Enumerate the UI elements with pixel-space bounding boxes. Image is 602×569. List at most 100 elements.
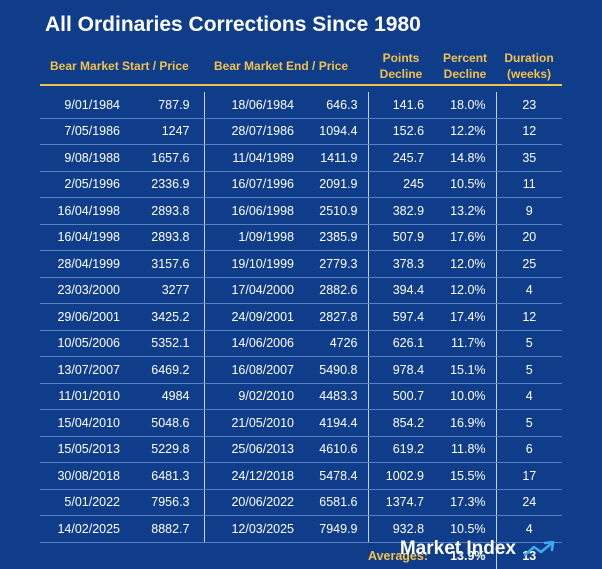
duration-weeks-cell: 9 xyxy=(496,197,563,225)
table-row: 11/01/2010 4984 9/02/2010 4483.3 500.7 10.0% 4 xyxy=(40,383,563,410)
duration-weeks-cell: 5 xyxy=(496,409,563,437)
start-date-cell: 16/04/1998 xyxy=(40,224,130,251)
start-date-cell: 13/07/2007 xyxy=(40,356,130,384)
end-price-cell: 2385.9 xyxy=(304,224,369,251)
table-row: 29/06/2001 3425.2 24/09/2001 2827.8 597.4 17.… xyxy=(40,303,563,331)
percent-decline-cell: 16.9% xyxy=(434,409,497,437)
end-date-cell: 12/03/2025 xyxy=(204,515,305,543)
header-start: Bear Market Start / Price xyxy=(40,48,205,86)
percent-decline-cell: 15.5% xyxy=(434,462,497,490)
header-duration-line2: (weeks) xyxy=(507,67,552,81)
table-row: 2/05/1996 2336.9 16/07/1996 2091.9 245 10.5% 1… xyxy=(40,171,563,198)
start-date-cell: 23/03/2000 xyxy=(40,277,130,304)
duration-weeks-cell: 12 xyxy=(496,303,563,331)
percent-decline-cell: 10.5% xyxy=(434,171,497,198)
header-duration: Duration (weeks) xyxy=(496,48,563,86)
percent-decline-cell: 17.6% xyxy=(434,224,497,251)
percent-decline-cell: 11.8% xyxy=(434,436,497,463)
start-date-cell: 29/06/2001 xyxy=(40,303,130,331)
duration-weeks-cell: 23 xyxy=(496,92,563,119)
percent-decline-cell: 18.0% xyxy=(434,92,497,119)
duration-weeks-cell: 12 xyxy=(496,118,563,145)
end-price-cell: 1411.9 xyxy=(304,144,369,172)
table-row: 28/04/1999 3157.6 19/10/1999 2779.3 378.3 12.… xyxy=(40,250,563,278)
end-price-cell: 2779.3 xyxy=(304,250,369,278)
header-end: Bear Market End / Price xyxy=(204,48,369,86)
end-price-cell: 2510.9 xyxy=(304,197,369,225)
averages-row: Averages: 13.9% 13 xyxy=(40,542,562,569)
table-row: 10/05/2006 5352.1 14/06/2006 4726 626.1 11.7%… xyxy=(40,330,563,357)
percent-decline-cell: 12.2% xyxy=(434,118,497,145)
end-date-cell: 16/07/1996 xyxy=(204,171,305,198)
end-date-cell: 21/05/2010 xyxy=(204,409,305,437)
points-decline-cell: 141.6 xyxy=(368,92,435,119)
end-date-cell: 9/02/2010 xyxy=(204,383,305,410)
end-date-cell: 20/06/2022 xyxy=(204,489,305,516)
header-percent: Percent Decline xyxy=(434,48,497,86)
duration-weeks-cell: 6 xyxy=(496,436,563,463)
points-decline-cell: 394.4 xyxy=(368,277,435,304)
end-date-cell: 25/06/2013 xyxy=(204,436,305,463)
duration-weeks-cell: 24 xyxy=(496,489,563,516)
end-date-cell: 19/10/1999 xyxy=(204,250,305,278)
percent-decline-cell: 13.2% xyxy=(434,197,497,225)
header-points-line2: Decline xyxy=(379,67,423,81)
end-price-cell: 4610.6 xyxy=(304,436,369,463)
end-price-cell: 5478.4 xyxy=(304,462,369,490)
end-price-cell: 4483.3 xyxy=(304,383,369,410)
points-decline-cell: 245.7 xyxy=(368,144,435,172)
start-date-cell: 11/01/2010 xyxy=(40,383,130,410)
start-price-cell: 5048.6 xyxy=(130,409,205,437)
end-date-cell: 24/09/2001 xyxy=(204,303,305,331)
brand-logo: Market Index xyxy=(400,538,556,560)
points-decline-cell: 619.2 xyxy=(368,436,435,463)
start-date-cell: 9/01/1984 xyxy=(40,92,130,119)
table-row: 15/05/2013 5229.8 25/06/2013 4610.6 619.2 11.… xyxy=(40,436,563,463)
averages-percent: 13.9% xyxy=(434,542,497,569)
start-date-cell: 5/01/2022 xyxy=(40,489,130,516)
points-decline-cell: 1002.9 xyxy=(368,462,435,490)
start-price-cell: 3157.6 xyxy=(130,250,205,278)
table-row: 15/04/2010 5048.6 21/05/2010 4194.4 854.2 16.… xyxy=(40,409,563,437)
duration-weeks-cell: 11 xyxy=(496,171,563,198)
end-date-cell: 18/06/1984 xyxy=(204,92,305,119)
start-price-cell: 1247 xyxy=(130,118,205,145)
table-row: 5/01/2022 7956.3 20/06/2022 6581.6 1374.7 17.… xyxy=(40,489,563,516)
start-price-cell: 787.9 xyxy=(130,92,205,119)
start-price-cell: 6481.3 xyxy=(130,462,205,490)
start-price-cell: 5229.8 xyxy=(130,436,205,463)
trend-up-arrow-icon xyxy=(524,541,555,557)
duration-weeks-cell: 5 xyxy=(496,356,563,384)
start-date-cell: 10/05/2006 xyxy=(40,330,130,357)
averages-spacer xyxy=(40,542,368,569)
end-date-cell: 16/06/1998 xyxy=(204,197,305,225)
points-decline-cell: 152.6 xyxy=(368,118,435,145)
header-duration-line1: Duration xyxy=(504,51,554,65)
percent-decline-cell: 17.4% xyxy=(434,303,497,331)
end-price-cell: 646.3 xyxy=(304,92,369,119)
end-price-cell: 2827.8 xyxy=(304,303,369,331)
start-date-cell: 15/04/2010 xyxy=(40,409,130,437)
percent-decline-cell: 12.0% xyxy=(434,250,497,278)
start-price-cell: 5352.1 xyxy=(130,330,205,357)
end-date-cell: 1/09/1998 xyxy=(204,224,305,251)
start-date-cell: 7/05/1986 xyxy=(40,118,130,145)
points-decline-cell: 978.4 xyxy=(368,356,435,384)
header-points: Points Decline xyxy=(368,48,435,86)
start-date-cell: 16/04/1998 xyxy=(40,197,130,225)
start-price-cell: 2893.8 xyxy=(130,224,205,251)
duration-weeks-cell: 35 xyxy=(496,144,563,172)
points-decline-cell: 597.4 xyxy=(368,303,435,331)
points-decline-cell: 626.1 xyxy=(368,330,435,357)
start-price-cell: 8882.7 xyxy=(130,515,205,543)
percent-decline-cell: 17.3% xyxy=(434,489,497,516)
header-percent-line1: Percent xyxy=(443,51,488,65)
end-price-cell: 5490.8 xyxy=(304,356,369,384)
percent-decline-cell: 11.7% xyxy=(434,330,497,357)
table-row: 13/07/2007 6469.2 16/08/2007 5490.8 978.4 15.… xyxy=(40,356,563,384)
table-row: 30/08/2018 6481.3 24/12/2018 5478.4 1002.9 15… xyxy=(40,462,563,490)
header-percent-line2: Decline xyxy=(443,67,487,81)
end-date-cell: 14/06/2006 xyxy=(204,330,305,357)
start-price-cell: 4984 xyxy=(130,383,205,410)
end-price-cell: 2091.9 xyxy=(304,171,369,198)
